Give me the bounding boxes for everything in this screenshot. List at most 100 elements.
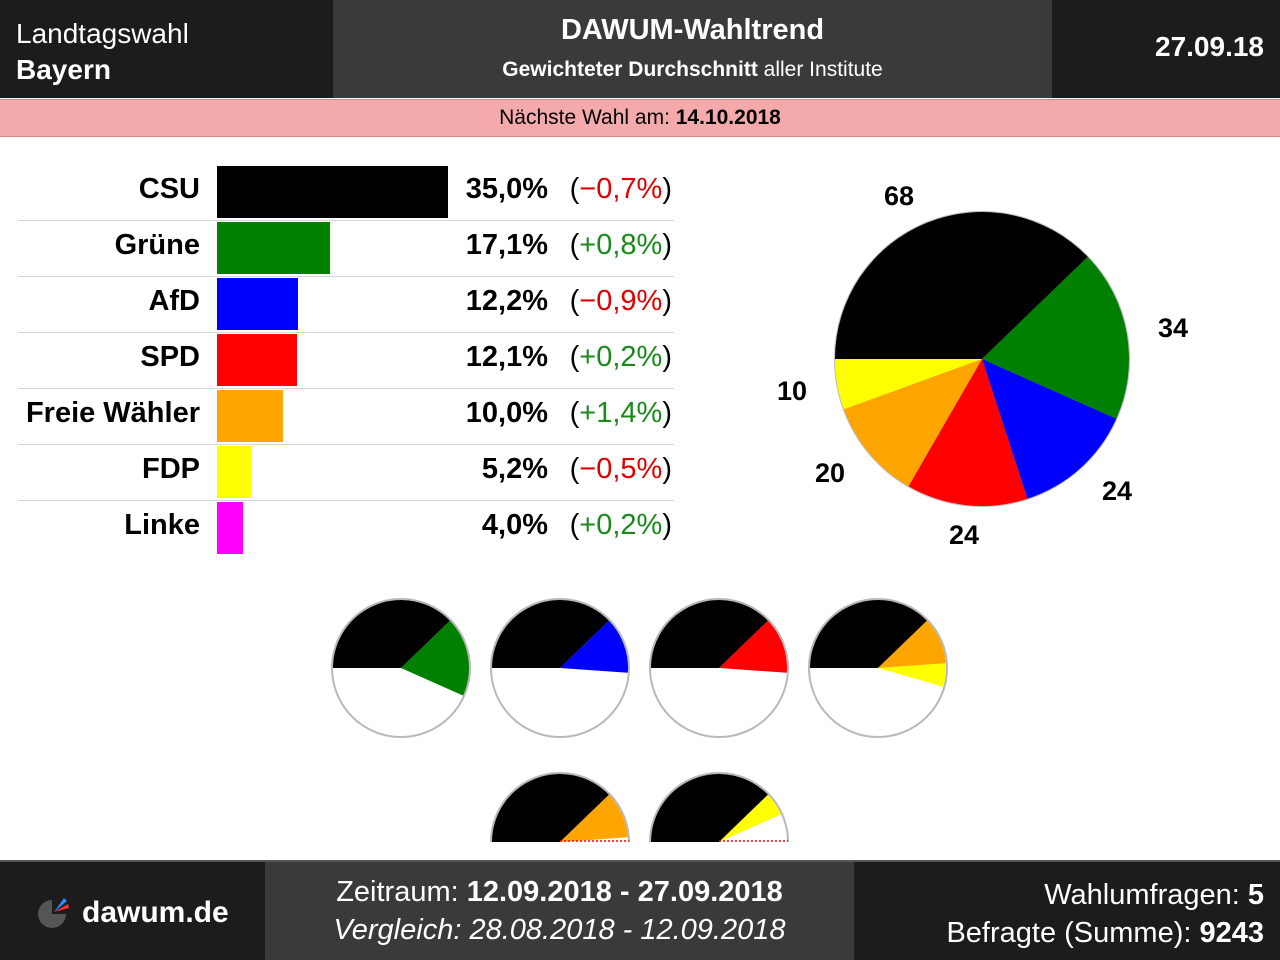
party-bar [217,502,243,554]
election-type: Landtagswahl [16,18,189,49]
footer-period: Zeitraum: 12.09.2018 - 27.09.2018 Vergle… [265,862,854,960]
change-value: −0,5% [579,453,663,485]
gauge-slice [719,794,782,842]
paren-open: ( [569,509,580,541]
seat-label: 68 [884,181,914,211]
party-change: (−0,7%) [570,173,672,206]
compare-line: Vergleich: 28.08.2018 - 12.09.2018 [265,914,854,947]
gauge-slice [333,599,450,668]
gauge-slice [810,599,927,668]
paren-open: ( [569,173,580,205]
seat-slice [843,359,982,487]
paren-close: ) [662,397,672,429]
paren-close: ) [662,453,672,485]
party-row: AfD 12,2% (−0,9%) [18,277,674,333]
seat-pie-outline [834,211,1130,507]
compare-label: Vergleich: [333,914,470,946]
seat-label: 34 [1158,313,1188,343]
row-divider [18,332,674,333]
party-row: CSU 35,0% (−0,7%) [18,165,674,221]
dawum-logo-icon [38,898,69,928]
party-row: SPD 12,1% (+0,2%) [18,333,674,389]
period-value: 12.09.2018 - 27.09.2018 [466,876,783,908]
party-change: (+1,4%) [570,397,672,430]
party-change: (−0,5%) [570,453,672,486]
seat-slice [908,359,1028,507]
footer: dawum.de Zeitraum: 12.09.2018 - 27.09.20… [0,860,1280,960]
seat-label: 24 [1102,476,1132,506]
party-name: FDP [142,453,200,485]
next-election-date: 14.10.2018 [675,106,781,129]
coalition-gauge [331,598,471,738]
footer-brand[interactable]: dawum.de [0,862,264,960]
page-title: DAWUM-Wahltrend [560,14,825,46]
party-name: Grüne [114,229,200,261]
respondents-line: Befragte (Summe): 9243 [946,914,1264,952]
party-row: FDP 5,2% (−0,5%) [18,445,674,501]
row-divider [18,388,674,389]
gauge-slice [878,663,946,687]
polls-value: 5 [1247,879,1264,911]
gauge-slice [651,599,768,668]
party-value: 4,0% [481,509,548,541]
gauge-background [649,598,789,738]
change-value: −0,7% [579,173,663,205]
paren-close: ) [662,173,672,205]
row-divider [18,500,674,501]
party-bar [217,390,283,442]
party-bar [217,278,298,330]
coalition-gauge [808,598,948,738]
coalition-gauge [490,598,630,738]
subtitle-rest: aller Institute [757,58,883,81]
paren-open: ( [569,229,580,261]
gauge-slice [878,620,946,668]
logo-text: dawum.de [82,896,229,929]
page-subtitle: Gewichteter Durchschnitt aller Institute [333,58,1052,82]
seat-slice [835,359,982,410]
gauge-background [490,598,630,738]
change-value: +0,2% [579,509,663,541]
change-value: +0,8% [579,229,663,261]
gauge-slice [651,773,768,842]
gauge-slice [560,794,628,842]
party-change: (−0,9%) [570,285,672,318]
coalition-gauge [649,598,789,738]
party-bar [217,222,330,274]
paren-close: ) [662,341,672,373]
party-row: Grüne 17,1% (+0,8%) [18,221,674,277]
party-value: 12,2% [465,285,548,317]
election-info: Landtagswahl Bayern [0,0,332,98]
paren-open: ( [569,285,580,317]
change-value: +1,4% [579,397,663,429]
row-divider [18,220,674,221]
period-label: Zeitraum: [336,876,467,908]
party-value: 5,2% [481,453,548,485]
header-date: 27.09.18 [1155,31,1264,62]
polls-label: Wahlumfragen: [1044,879,1248,911]
party-name: SPD [140,341,200,373]
party-change: (+0,2%) [570,341,672,374]
change-value: −0,9% [579,285,663,317]
next-election-label: Nächste Wahl am: [499,106,676,129]
party-name: AfD [148,285,200,317]
title-block: DAWUM-Wahltrend Gewichteter Durchschnitt… [333,0,1052,98]
row-divider [18,276,674,277]
party-row: Freie Wähler 10,0% (+1,4%) [18,389,674,445]
seat-label: 24 [949,520,979,550]
party-bar [217,334,297,386]
gauge-slice [719,620,787,673]
seat-slice [982,256,1129,419]
seat-label: 10 [777,376,807,406]
row-divider [18,444,674,445]
gauge-background [331,598,471,738]
period-line: Zeitraum: 12.09.2018 - 27.09.2018 [265,876,854,909]
polls-line: Wahlumfragen: 5 [946,876,1264,914]
paren-close: ) [662,285,672,317]
respondents-value: 9243 [1199,917,1264,949]
gauge-background [808,598,948,738]
subtitle-bold: Gewichteter Durchschnitt [502,58,758,81]
party-bar [217,166,448,218]
paren-close: ) [662,229,672,261]
party-value: 17,1% [465,229,548,261]
party-name: Linke [124,509,200,541]
